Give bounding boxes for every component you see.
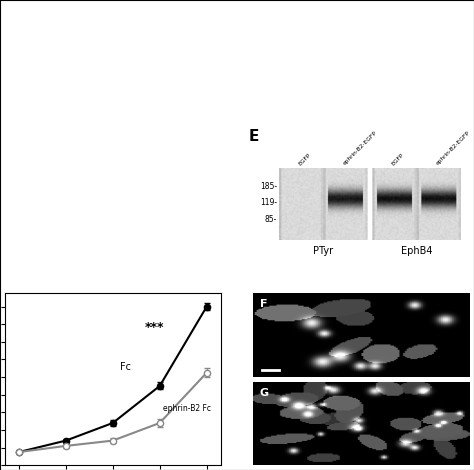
Text: Fc: Fc xyxy=(48,157,58,166)
Text: ephrin-B2 Fc: ephrin-B2 Fc xyxy=(89,6,159,16)
Text: Fc: Fc xyxy=(159,55,175,68)
Text: 113-: 113- xyxy=(11,208,28,217)
Text: EGFP: EGFP xyxy=(298,152,312,166)
Text: D: D xyxy=(257,6,270,21)
Text: EphB4: EphB4 xyxy=(152,245,184,256)
Text: ephrin-B2 Fc: ephrin-B2 Fc xyxy=(164,404,211,413)
Text: G: G xyxy=(260,388,269,398)
Text: 185-: 185- xyxy=(260,182,277,191)
Text: ephrin-B2-EGFP: ephrin-B2-EGFP xyxy=(328,6,416,16)
Text: E: E xyxy=(249,129,259,143)
Text: 85-: 85- xyxy=(264,215,277,225)
Text: B: B xyxy=(0,129,12,143)
Text: Fc: Fc xyxy=(120,362,131,372)
Text: EGFP: EGFP xyxy=(396,46,433,59)
Text: A: A xyxy=(9,6,21,21)
Text: ephrin-B2 Fc: ephrin-B2 Fc xyxy=(186,131,221,166)
Ellipse shape xyxy=(137,45,196,77)
Text: PTyr: PTyr xyxy=(313,245,333,256)
FancyBboxPatch shape xyxy=(374,37,455,68)
Text: EGFP: EGFP xyxy=(391,152,405,166)
Bar xyxy=(368,46,376,59)
Text: ephrin-B2-EGFP: ephrin-B2-EGFP xyxy=(342,131,378,166)
Text: PTyr: PTyr xyxy=(65,245,85,256)
Text: 119-: 119- xyxy=(260,198,277,207)
Text: Fc: Fc xyxy=(142,157,151,166)
Text: F: F xyxy=(260,299,267,309)
Text: EphB4: EphB4 xyxy=(401,245,432,256)
Text: ephrin-B2 Fc: ephrin-B2 Fc xyxy=(93,131,128,166)
Text: ephrin-B2-EGFP: ephrin-B2-EGFP xyxy=(435,131,471,166)
Text: 176-: 176- xyxy=(11,191,28,200)
Text: TM: TM xyxy=(364,78,380,88)
Text: ***: *** xyxy=(145,321,164,334)
